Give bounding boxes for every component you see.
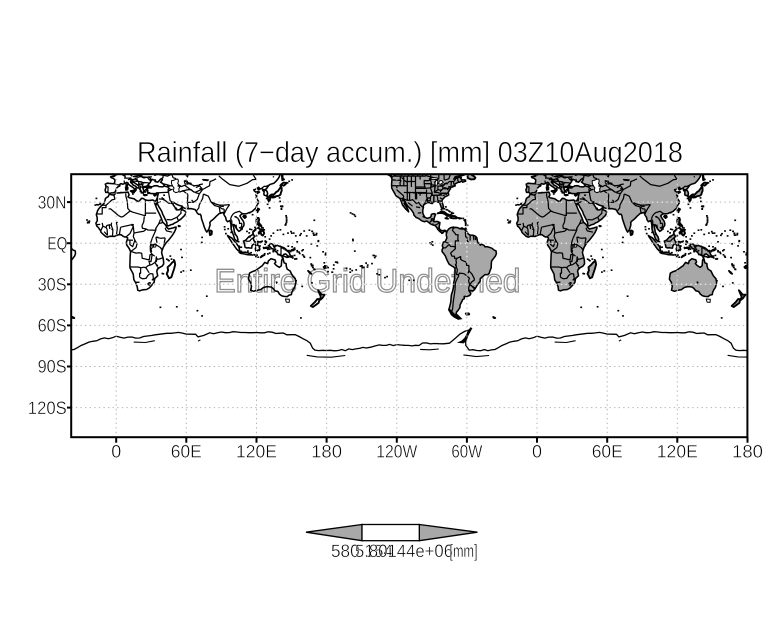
svg-text:60E: 60E bbox=[592, 442, 623, 462]
svg-text:30S: 30S bbox=[38, 275, 67, 295]
svg-text:[mm]: [mm] bbox=[450, 541, 478, 561]
svg-text:90S: 90S bbox=[38, 357, 67, 377]
svg-text:5.80144e+06: 5.80144e+06 bbox=[355, 541, 453, 561]
svg-text:60E: 60E bbox=[171, 442, 202, 462]
svg-text:180: 180 bbox=[732, 442, 763, 462]
svg-text:0: 0 bbox=[532, 442, 542, 462]
svg-text:0: 0 bbox=[111, 442, 121, 462]
svg-text:Rainfall (7−day accum.) [mm] 0: Rainfall (7−day accum.) [mm] 03Z10Aug201… bbox=[137, 137, 683, 169]
svg-text:180: 180 bbox=[311, 442, 342, 462]
svg-text:120W: 120W bbox=[376, 442, 417, 462]
svg-text:120S: 120S bbox=[28, 398, 67, 418]
svg-text:120E: 120E bbox=[236, 442, 277, 462]
svg-text:120E: 120E bbox=[657, 442, 698, 462]
svg-text:30N: 30N bbox=[38, 192, 67, 212]
svg-text:60W: 60W bbox=[451, 442, 482, 462]
svg-text:580.154: 580.154 bbox=[331, 541, 393, 561]
svg-text:60S: 60S bbox=[38, 316, 67, 336]
svg-text:EQ: EQ bbox=[47, 233, 67, 253]
